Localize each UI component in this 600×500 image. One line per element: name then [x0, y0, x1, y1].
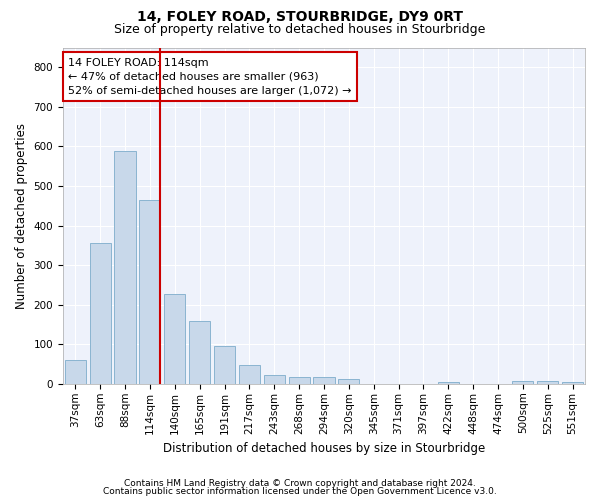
Bar	[289, 377, 310, 384]
Bar	[263, 375, 285, 384]
Bar	[115, 151, 136, 384]
X-axis label: Distribution of detached houses by size in Stourbridge: Distribution of detached houses by size …	[163, 442, 485, 455]
Bar	[139, 200, 160, 384]
Bar	[562, 382, 583, 384]
Bar	[512, 380, 533, 384]
Bar	[189, 320, 210, 384]
Bar	[164, 294, 185, 384]
Y-axis label: Number of detached properties: Number of detached properties	[15, 122, 28, 308]
Bar	[214, 346, 235, 384]
Text: 14 FOLEY ROAD: 114sqm
← 47% of detached houses are smaller (963)
52% of semi-det: 14 FOLEY ROAD: 114sqm ← 47% of detached …	[68, 58, 352, 96]
Bar	[65, 360, 86, 384]
Bar	[313, 377, 335, 384]
Text: 14, FOLEY ROAD, STOURBRIDGE, DY9 0RT: 14, FOLEY ROAD, STOURBRIDGE, DY9 0RT	[137, 10, 463, 24]
Bar	[537, 380, 558, 384]
Bar	[89, 242, 111, 384]
Text: Contains HM Land Registry data © Crown copyright and database right 2024.: Contains HM Land Registry data © Crown c…	[124, 478, 476, 488]
Text: Size of property relative to detached houses in Stourbridge: Size of property relative to detached ho…	[115, 22, 485, 36]
Bar	[239, 365, 260, 384]
Bar	[437, 382, 459, 384]
Text: Contains public sector information licensed under the Open Government Licence v3: Contains public sector information licen…	[103, 487, 497, 496]
Bar	[338, 379, 359, 384]
